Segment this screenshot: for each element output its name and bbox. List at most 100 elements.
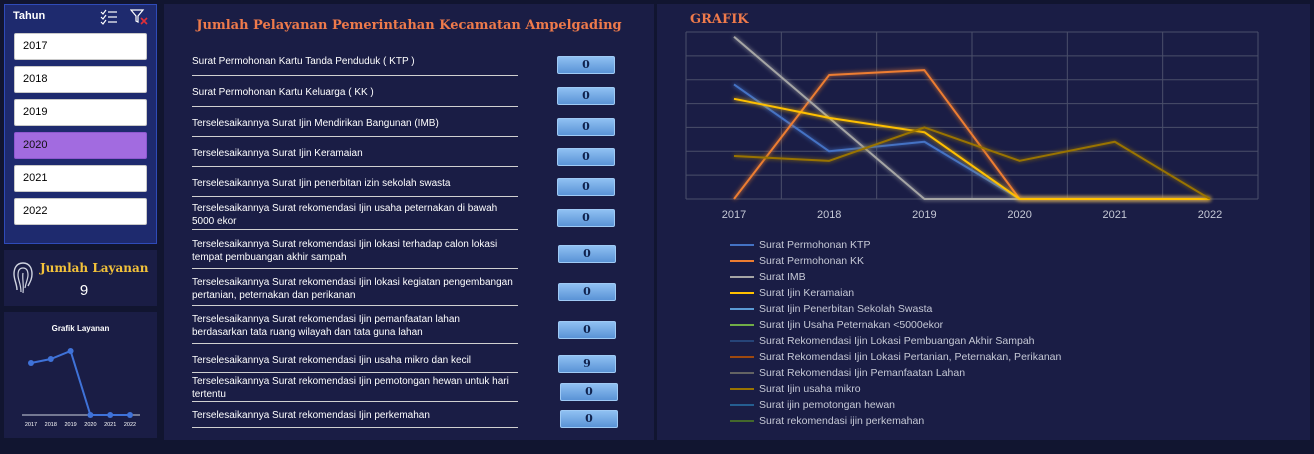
small-data-point: [107, 412, 114, 418]
small-x-label: 2022: [124, 422, 136, 428]
small-data-point: [67, 348, 74, 354]
service-row-label: Terselesaikannya Surat rekomendasi Ijin …: [192, 233, 518, 269]
year-option-2022[interactable]: 2022: [14, 198, 147, 225]
year-option-2018[interactable]: 2018: [14, 66, 147, 93]
service-row-label: Terselesaikannya Surat Ijin penerbitan i…: [192, 170, 518, 197]
legend-swatch: [730, 276, 754, 278]
legend-swatch: [730, 388, 754, 390]
year-slicer: Tahun 2017 2018 2019 2020 2021 2022: [4, 4, 157, 244]
legend-label: Surat Ijin Usaha Peternakan <5000ekor: [759, 319, 944, 331]
x-tick-label: 2022: [1198, 209, 1222, 221]
series-line: [733, 126, 1211, 200]
year-option-2021[interactable]: 2021: [14, 165, 147, 192]
legend-label: Surat Ijin usaha mikro: [759, 383, 861, 395]
service-row-label: Terselesaikannya Surat Ijin Keramaian: [192, 140, 518, 167]
service-row-value: 0: [557, 118, 615, 136]
legend-swatch: [730, 292, 754, 294]
small-series-line: [30, 349, 130, 416]
legend-label: Surat Rekomendasi Ijin Lokasi Pembuangan…: [759, 335, 1035, 347]
x-tick-label: 2019: [912, 209, 936, 221]
x-tick-label: 2018: [817, 209, 841, 221]
legend-item: Surat Rekomendasi Ijin Lokasi Pembuangan…: [730, 334, 1035, 348]
legend-item: Surat Permohonan KTP: [730, 238, 870, 252]
total-services-card: Jumlah Layanan 9: [4, 250, 157, 306]
legend-swatch: [730, 420, 754, 422]
line-chart: 2017 2018 2019 2020 2021 2022: [685, 31, 1259, 221]
legend-label: Surat Ijin Penerbitan Sekolah Swasta: [759, 303, 933, 315]
chart-title: GRAFIK: [690, 12, 749, 27]
service-row-label: Terselesaikannya Surat rekomendasi Ijin …: [192, 375, 518, 402]
x-tick-label: 2020: [1007, 209, 1031, 221]
legend-item: Surat Ijin usaha mikro: [730, 382, 861, 396]
legend-swatch: [730, 308, 754, 310]
small-data-point: [87, 412, 94, 418]
legend-item: Surat Ijin Keramaian: [730, 286, 854, 300]
service-row-label: Terselesaikannya Surat rekomendasi Ijin …: [192, 200, 518, 230]
legend-item: Surat Rekomendasi Ijin Lokasi Pertanian,…: [730, 350, 1061, 364]
legend-item: Surat ijin pemotongan hewan: [730, 398, 895, 412]
legend-label: Surat Permohonan KTP: [759, 239, 871, 251]
small-x-label: 2019: [64, 422, 76, 428]
small-data-point: [28, 360, 34, 366]
year-option-2020[interactable]: 2020: [14, 132, 147, 159]
year-option-2019[interactable]: 2019: [14, 99, 147, 126]
service-row-value: 0: [560, 410, 618, 428]
legend-label: Surat Ijin Keramaian: [759, 287, 855, 299]
chart-grid: [685, 31, 1259, 200]
legend-item: Surat Ijin Usaha Peternakan <5000ekor: [730, 318, 943, 332]
legend-item: Surat Permohonan KK: [730, 254, 864, 268]
service-row-value: 9: [558, 355, 616, 373]
legend-label: Surat ijin pemotongan hewan: [759, 399, 896, 411]
multi-select-icon[interactable]: [100, 9, 118, 25]
service-row-label: Terselesaikannya Surat rekomendasi Ijin …: [192, 404, 518, 428]
service-row-value: 0: [557, 178, 615, 196]
small-x-label: 2017: [25, 422, 37, 428]
small-data-point: [127, 412, 133, 418]
legend-swatch: [730, 340, 754, 342]
small-x-label: 2018: [45, 422, 57, 428]
service-row-value: 0: [558, 283, 616, 301]
service-row-label: Terselesaikannya Surat rekomendasi Ijin …: [192, 309, 518, 344]
service-row-value: 0: [557, 56, 615, 74]
service-row-value: 0: [557, 148, 615, 166]
legend-swatch: [730, 404, 754, 406]
total-services-value: 9: [79, 282, 89, 299]
service-row-label: Surat Permohonan Kartu Tanda Penduduk ( …: [192, 48, 518, 76]
legend-swatch: [730, 356, 754, 358]
service-row-value: 0: [560, 383, 618, 401]
services-table-panel: Jumlah Pelayanan Pemerintahan Kecamatan …: [164, 4, 654, 440]
year-option-2017[interactable]: 2017: [14, 33, 147, 60]
legend-label: Surat Rekomendasi Ijin Pemanfaatan Lahan: [759, 367, 966, 379]
legend-item: Surat IMB: [730, 270, 806, 284]
legend-label: Surat Rekomendasi Ijin Lokasi Pertanian,…: [759, 351, 1062, 363]
legend-swatch: [730, 372, 754, 374]
small-x-label: 2020: [84, 422, 96, 428]
small-x-label: 2021: [104, 422, 116, 428]
legend-swatch: [730, 324, 754, 326]
small-chart-title: Grafik Layanan: [51, 324, 110, 333]
legend-swatch: [730, 244, 754, 246]
legend-swatch: [730, 260, 754, 262]
main-chart-panel: GRAFIK 2017 2018 2019 2020 2021 2022 Surat Pe…: [657, 4, 1310, 440]
clear-filter-icon[interactable]: [130, 9, 148, 25]
legend-item: Surat Rekomendasi Ijin Pemanfaatan Lahan: [730, 366, 965, 380]
service-row-value: 0: [558, 245, 616, 263]
small-chart-canvas: 2017 2018 2019 2020 2021 2022: [22, 348, 140, 428]
service-row-value: 0: [558, 321, 616, 339]
service-row-value: 0: [557, 87, 615, 105]
slicer-title: Tahun: [13, 10, 46, 22]
legend-item: Surat rekomendasi ijin perkemahan: [730, 414, 924, 428]
legend-label: Surat rekomendasi ijin perkemahan: [759, 415, 925, 427]
x-tick-label: 2021: [1103, 209, 1127, 221]
total-services-label: Jumlah Layanan: [40, 261, 149, 275]
service-row-label: Terselesaikannya Surat Ijin Mendirikan B…: [192, 110, 518, 137]
small-data-point: [47, 356, 54, 362]
small-service-chart: Grafik Layanan 2017 2018 2019 2020 2021 2022: [4, 312, 157, 438]
page-title: Jumlah Pelayanan Pemerintahan Kecamatan …: [196, 18, 622, 33]
x-tick-label: 2017: [722, 209, 746, 221]
legend-label: Surat Permohonan KK: [759, 255, 865, 267]
fingerprint-icon: [13, 262, 33, 294]
service-row-label: Terselesaikannya Surat rekomendasi Ijin …: [192, 348, 518, 373]
legend-item: Surat Ijin Penerbitan Sekolah Swasta: [730, 302, 932, 316]
slicer-header: Tahun: [5, 5, 156, 31]
